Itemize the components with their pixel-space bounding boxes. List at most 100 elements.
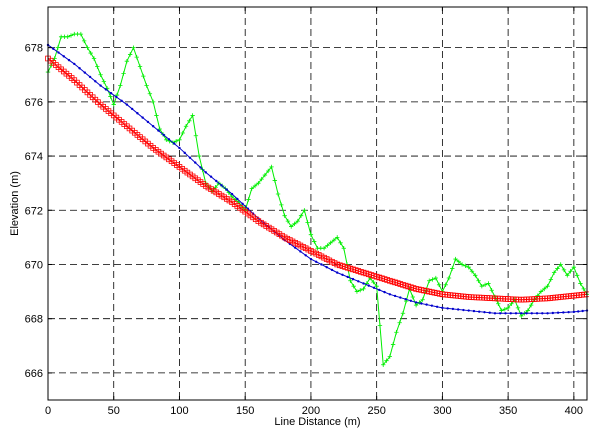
data-point bbox=[546, 312, 549, 315]
data-point bbox=[302, 208, 307, 213]
data-point bbox=[388, 293, 392, 296]
y-tick-label: 666 bbox=[25, 368, 43, 380]
data-point bbox=[130, 107, 134, 111]
data-point bbox=[331, 237, 337, 243]
data-point bbox=[535, 312, 539, 315]
data-point bbox=[81, 38, 87, 44]
data-point bbox=[371, 279, 376, 285]
data-point bbox=[378, 288, 381, 292]
data-point bbox=[144, 83, 149, 88]
data-point bbox=[478, 310, 481, 313]
y-tick-label: 676 bbox=[25, 97, 43, 109]
data-point bbox=[562, 311, 565, 314]
data-point bbox=[571, 264, 577, 270]
data-point bbox=[361, 286, 366, 292]
data-point bbox=[136, 112, 139, 115]
data-point bbox=[325, 243, 330, 248]
data-point bbox=[241, 202, 244, 205]
data-point bbox=[456, 308, 460, 311]
data-point bbox=[293, 246, 297, 249]
data-point bbox=[285, 218, 291, 224]
data-point bbox=[486, 281, 491, 286]
data-point bbox=[466, 264, 471, 270]
data-point bbox=[108, 94, 113, 99]
x-tick-label: 50 bbox=[108, 405, 120, 417]
data-point bbox=[482, 282, 488, 288]
data-point bbox=[467, 309, 470, 312]
data-point bbox=[196, 153, 202, 159]
data-point bbox=[124, 59, 130, 64]
data-point bbox=[259, 176, 264, 182]
data-point bbox=[393, 294, 397, 298]
data-point bbox=[236, 197, 239, 201]
y-axis-label: Elevation (m) bbox=[9, 171, 21, 236]
data-point bbox=[78, 67, 81, 70]
data-point bbox=[535, 293, 540, 298]
data-point bbox=[314, 260, 318, 263]
data-point bbox=[269, 164, 274, 170]
data-point bbox=[504, 312, 507, 315]
data-point bbox=[91, 56, 97, 61]
x-tick-label: 0 bbox=[45, 405, 51, 417]
data-point bbox=[548, 277, 554, 282]
series-3 bbox=[45, 55, 589, 303]
data-point bbox=[193, 133, 199, 138]
data-point bbox=[372, 286, 376, 289]
data-point bbox=[459, 262, 465, 267]
data-point bbox=[488, 311, 491, 314]
data-point bbox=[574, 273, 580, 278]
data-point bbox=[338, 240, 343, 245]
data-point bbox=[164, 137, 169, 143]
data-point bbox=[225, 188, 228, 191]
data-point bbox=[194, 161, 197, 164]
data-point bbox=[309, 257, 313, 261]
data-point bbox=[377, 323, 383, 328]
data-point bbox=[489, 288, 494, 293]
data-point bbox=[65, 34, 70, 40]
data-point bbox=[204, 171, 207, 174]
data-point bbox=[551, 311, 555, 315]
data-point bbox=[55, 45, 61, 50]
data-point bbox=[545, 283, 550, 289]
data-point bbox=[430, 277, 435, 282]
data-point bbox=[404, 297, 407, 301]
data-point bbox=[383, 290, 386, 294]
data-point bbox=[141, 73, 146, 79]
data-point bbox=[256, 180, 261, 186]
data-point bbox=[425, 303, 428, 306]
data-point bbox=[262, 172, 268, 178]
x-tick-label: 400 bbox=[565, 405, 583, 417]
data-point bbox=[121, 71, 126, 76]
data-point bbox=[330, 268, 334, 272]
data-point bbox=[120, 99, 123, 102]
data-point bbox=[394, 330, 399, 335]
data-point bbox=[147, 91, 153, 96]
data-point bbox=[413, 302, 419, 308]
x-axis-label: Line Distance (m) bbox=[274, 416, 360, 428]
data-point bbox=[78, 31, 84, 37]
grid bbox=[47, 7, 587, 400]
data-point bbox=[572, 310, 576, 314]
data-point bbox=[230, 192, 234, 196]
data-point bbox=[357, 280, 360, 283]
data-point bbox=[73, 62, 76, 66]
data-point bbox=[109, 91, 113, 95]
data-point bbox=[215, 179, 218, 183]
data-point bbox=[85, 45, 90, 50]
series-line bbox=[47, 44, 588, 314]
data-point bbox=[282, 213, 287, 218]
data-point bbox=[530, 312, 533, 315]
data-point bbox=[568, 269, 573, 274]
data-point bbox=[525, 312, 528, 315]
data-point bbox=[400, 311, 406, 316]
data-point bbox=[67, 58, 71, 62]
data-point bbox=[62, 55, 65, 58]
data-point bbox=[473, 273, 478, 278]
data-point bbox=[162, 133, 165, 137]
data-point bbox=[348, 278, 353, 283]
data-point bbox=[541, 312, 544, 315]
data-point bbox=[577, 310, 580, 313]
data-point bbox=[131, 45, 136, 50]
data-point bbox=[519, 313, 524, 319]
data-point bbox=[57, 51, 60, 54]
